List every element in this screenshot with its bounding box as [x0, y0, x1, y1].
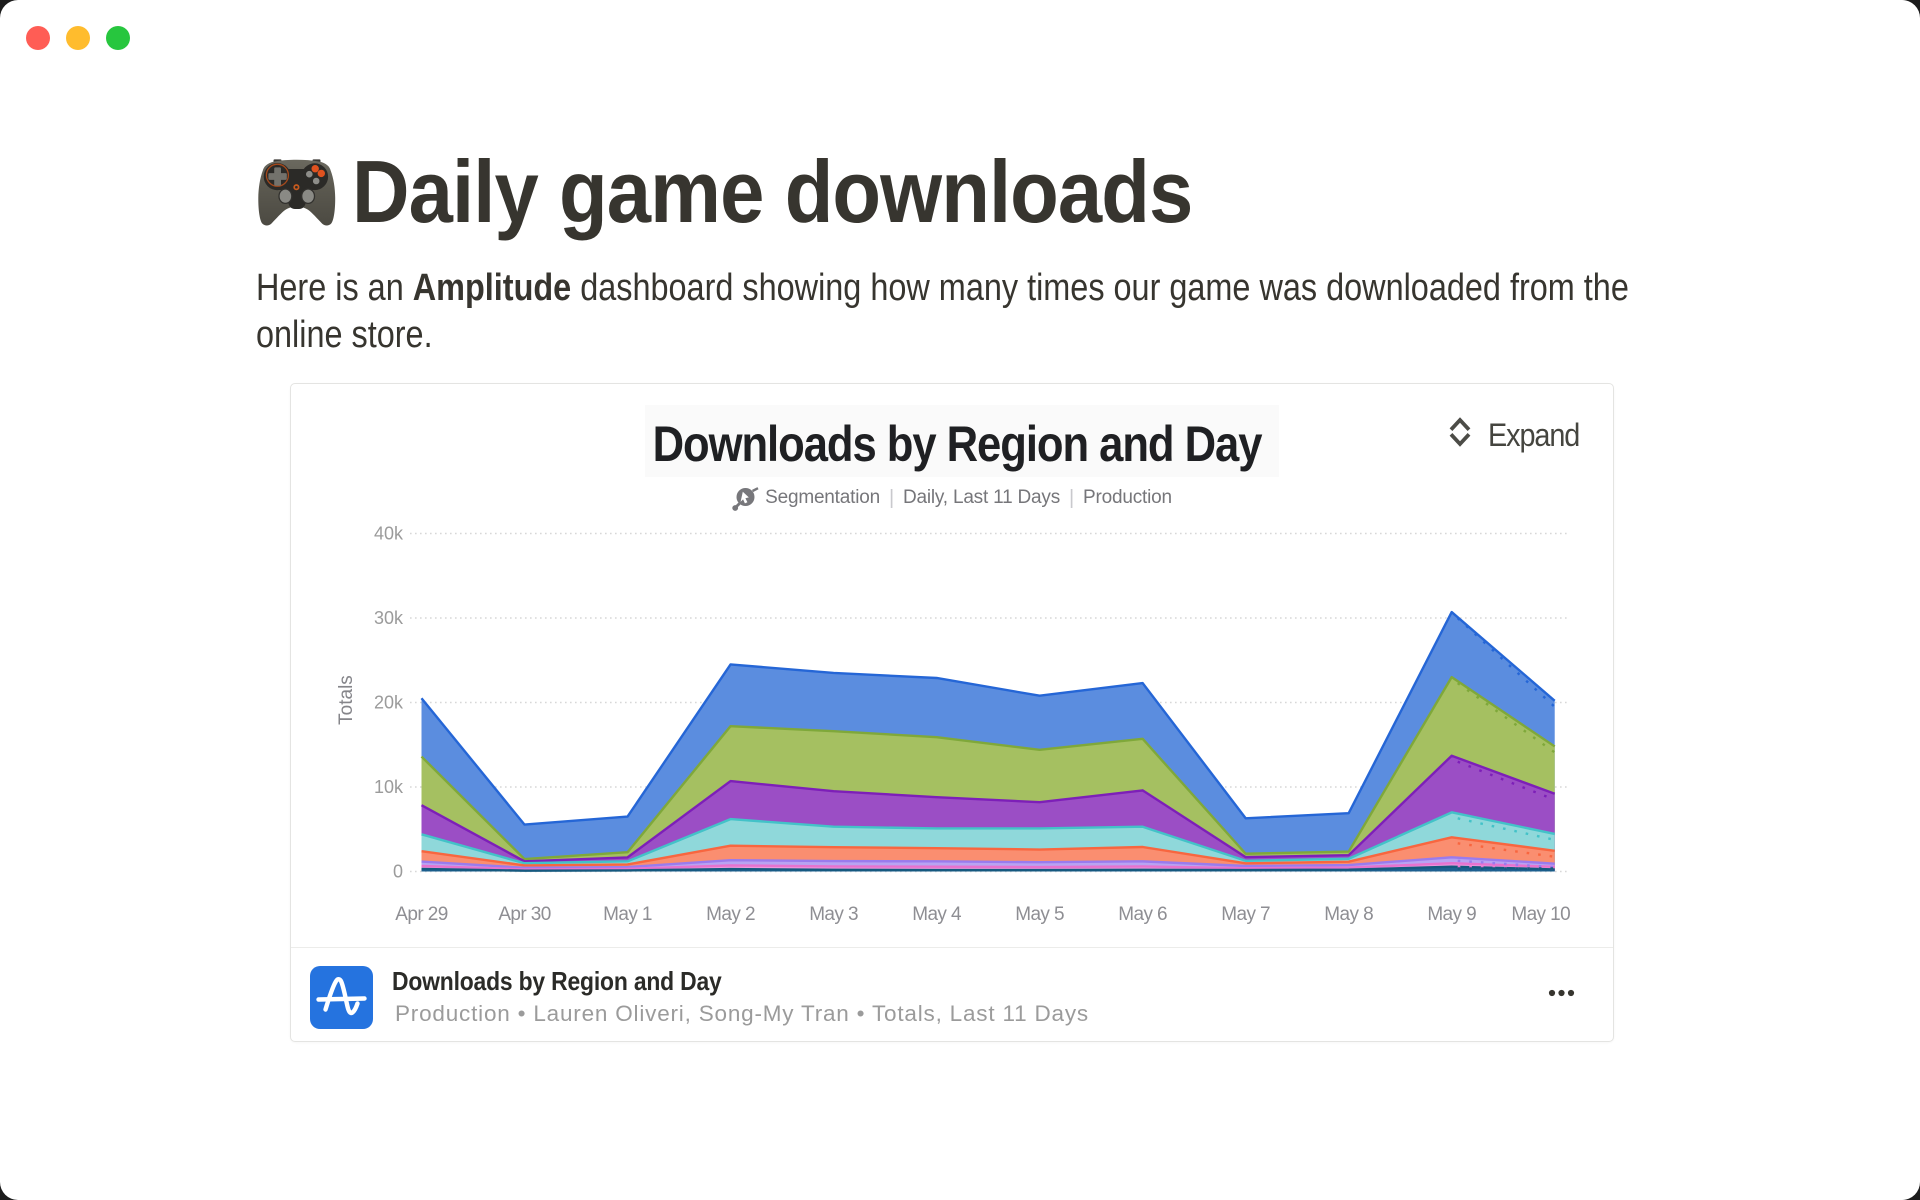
svg-text:40k: 40k [374, 524, 404, 544]
svg-text:May 1: May 1 [603, 904, 652, 925]
svg-text:30k: 30k [374, 608, 404, 628]
svg-text:10k: 10k [374, 777, 404, 797]
svg-text:May 2: May 2 [706, 904, 755, 925]
svg-text:May 3: May 3 [809, 904, 858, 925]
svg-text:May 7: May 7 [1221, 904, 1270, 925]
svg-text:Apr 30: Apr 30 [498, 904, 550, 925]
svg-text:May 8: May 8 [1324, 904, 1373, 925]
svg-text:Totals: Totals [336, 675, 357, 725]
svg-text:Apr 29: Apr 29 [395, 904, 447, 925]
svg-text:0: 0 [393, 862, 403, 882]
svg-text:May 10: May 10 [1511, 904, 1570, 925]
svg-text:May 5: May 5 [1015, 904, 1064, 925]
svg-text:20k: 20k [374, 693, 404, 713]
svg-text:May 4: May 4 [912, 904, 962, 925]
svg-text:May 6: May 6 [1118, 904, 1167, 925]
svg-text:May 9: May 9 [1427, 904, 1476, 925]
